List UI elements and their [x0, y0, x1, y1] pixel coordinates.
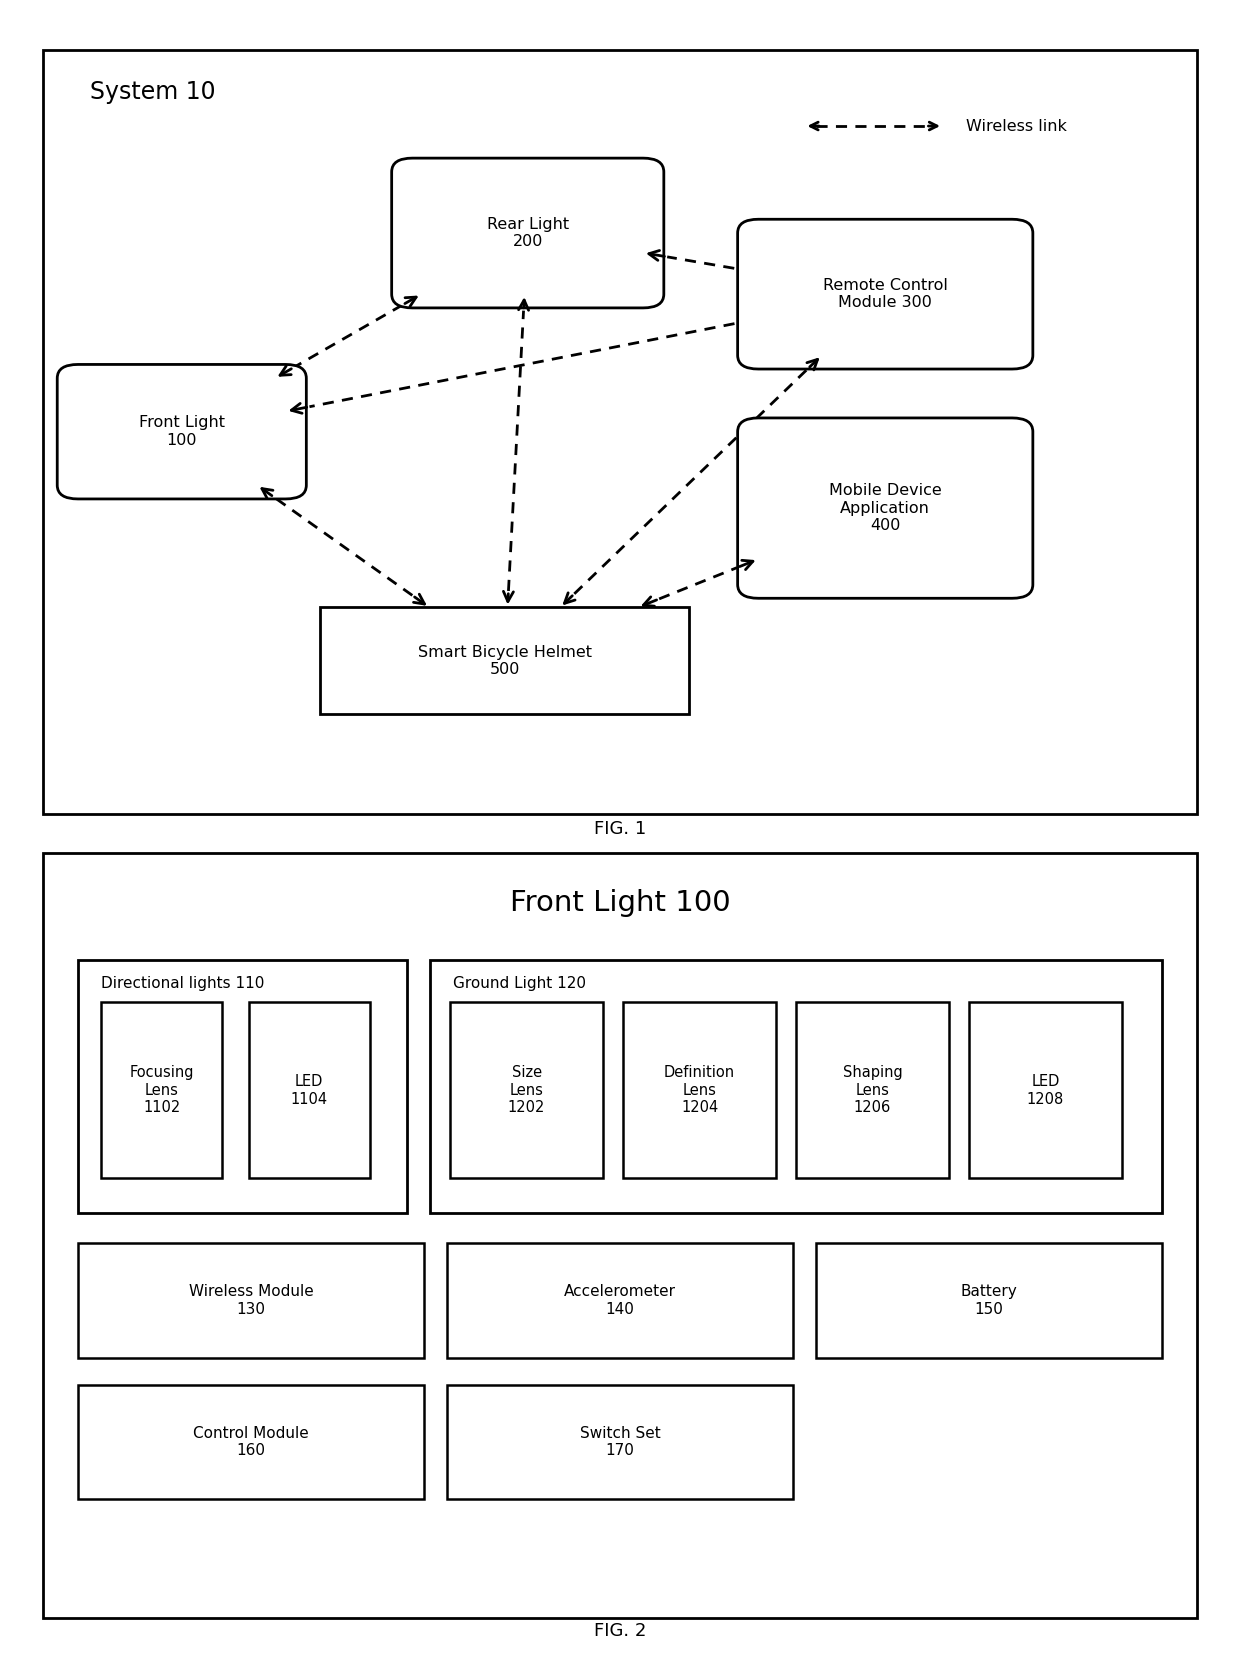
FancyBboxPatch shape	[450, 1002, 603, 1178]
FancyBboxPatch shape	[446, 1244, 794, 1358]
Text: Shaping
Lens
1206: Shaping Lens 1206	[843, 1065, 903, 1115]
Text: Remote Control
Module 300: Remote Control Module 300	[823, 278, 947, 311]
Text: Directional lights 110: Directional lights 110	[102, 976, 264, 991]
FancyBboxPatch shape	[78, 961, 407, 1212]
Text: Control Module
160: Control Module 160	[193, 1426, 309, 1459]
FancyBboxPatch shape	[78, 1384, 424, 1499]
Text: Front Light 100: Front Light 100	[510, 890, 730, 916]
FancyBboxPatch shape	[430, 961, 1162, 1212]
FancyBboxPatch shape	[43, 853, 1197, 1618]
Text: Battery
150: Battery 150	[961, 1284, 1017, 1317]
Text: System 10: System 10	[89, 79, 216, 104]
FancyBboxPatch shape	[446, 1384, 794, 1499]
Text: Ground Light 120: Ground Light 120	[453, 976, 585, 991]
FancyBboxPatch shape	[970, 1002, 1122, 1178]
Text: LED
1208: LED 1208	[1027, 1073, 1064, 1107]
Text: Switch Set
170: Switch Set 170	[579, 1426, 661, 1459]
FancyBboxPatch shape	[738, 220, 1033, 369]
FancyBboxPatch shape	[624, 1002, 776, 1178]
Text: FIG. 1: FIG. 1	[594, 820, 646, 837]
Text: Definition
Lens
1204: Definition Lens 1204	[663, 1065, 735, 1115]
Text: LED
1104: LED 1104	[290, 1073, 327, 1107]
Text: Mobile Device
Application
400: Mobile Device Application 400	[828, 483, 941, 533]
FancyBboxPatch shape	[738, 418, 1033, 599]
FancyBboxPatch shape	[796, 1002, 949, 1178]
Text: Size
Lens
1202: Size Lens 1202	[508, 1065, 546, 1115]
Text: Accelerometer
140: Accelerometer 140	[564, 1284, 676, 1317]
FancyBboxPatch shape	[392, 159, 663, 308]
FancyBboxPatch shape	[43, 50, 1197, 814]
FancyBboxPatch shape	[57, 364, 306, 500]
Text: Front Light
100: Front Light 100	[139, 415, 224, 448]
FancyBboxPatch shape	[816, 1244, 1162, 1358]
Text: FIG. 2: FIG. 2	[594, 1623, 646, 1639]
FancyBboxPatch shape	[249, 1002, 370, 1178]
Text: Wireless Module
130: Wireless Module 130	[188, 1284, 314, 1317]
Text: Rear Light
200: Rear Light 200	[486, 217, 569, 250]
FancyBboxPatch shape	[78, 1244, 424, 1358]
Text: Wireless link: Wireless link	[966, 119, 1066, 134]
FancyBboxPatch shape	[102, 1002, 222, 1178]
FancyBboxPatch shape	[320, 607, 689, 715]
Text: Smart Bicycle Helmet
500: Smart Bicycle Helmet 500	[418, 645, 591, 676]
Text: Focusing
Lens
1102: Focusing Lens 1102	[129, 1065, 193, 1115]
